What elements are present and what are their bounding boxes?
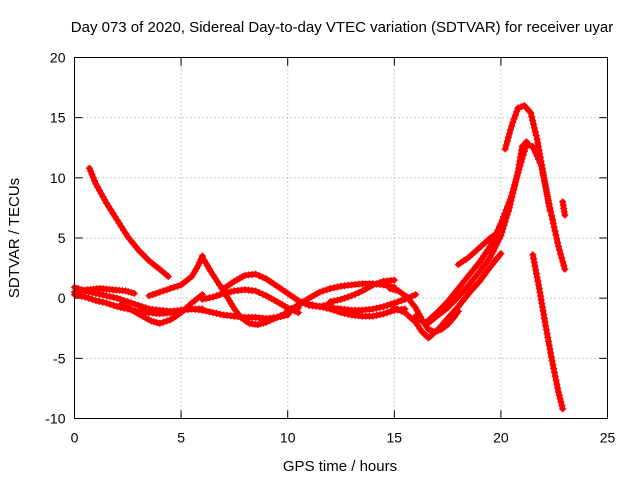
series-arc-5 bbox=[117, 291, 206, 327]
y-tick-label: 15 bbox=[50, 110, 66, 126]
series-arc-19 bbox=[501, 102, 554, 214]
series-arc-6 bbox=[145, 252, 206, 300]
y-tick-label: 0 bbox=[58, 290, 66, 306]
y-tick-label: -10 bbox=[45, 411, 65, 427]
data-series bbox=[71, 102, 569, 413]
x-tick-label: 25 bbox=[600, 430, 616, 446]
y-axis-label: SDTVAR / TECUs bbox=[6, 178, 23, 298]
series-arc-4 bbox=[71, 285, 138, 297]
y-tick-label: -5 bbox=[53, 350, 66, 366]
chart-title: Day 073 of 2020, Sidereal Day-to-day VTE… bbox=[71, 19, 613, 36]
series-arc-7 bbox=[198, 253, 302, 329]
series-markers bbox=[559, 198, 569, 219]
series-arc-18 bbox=[454, 227, 505, 268]
series-arc-20 bbox=[529, 251, 567, 413]
series-markers bbox=[412, 138, 530, 329]
series-arc-12 bbox=[326, 276, 398, 306]
x-tick-label: 20 bbox=[493, 430, 509, 446]
y-tick-label: 5 bbox=[58, 230, 66, 246]
x-tick-label: 15 bbox=[387, 430, 403, 446]
series-line bbox=[199, 254, 302, 328]
series-arc-21 bbox=[559, 198, 569, 219]
series-markers bbox=[454, 227, 505, 268]
series-markers bbox=[326, 276, 398, 306]
plot-frame bbox=[74, 57, 608, 419]
series-arc-11 bbox=[294, 298, 409, 320]
x-tick-label: 0 bbox=[71, 430, 79, 446]
series-arc-15 bbox=[390, 250, 505, 342]
series-arc-1 bbox=[85, 164, 172, 280]
series-markers bbox=[117, 291, 206, 327]
y-tick-label: 10 bbox=[50, 170, 66, 186]
series-markers bbox=[85, 164, 172, 280]
y-tick-label: 20 bbox=[50, 50, 66, 66]
series-markers bbox=[390, 250, 505, 342]
series-markers bbox=[145, 252, 206, 300]
x-tick-label: 10 bbox=[280, 430, 296, 446]
series-line bbox=[86, 165, 172, 280]
series-line bbox=[412, 138, 530, 328]
series-markers bbox=[501, 102, 554, 214]
series-markers bbox=[529, 251, 567, 413]
x-axis-label: GPS time / hours bbox=[283, 458, 397, 475]
series-markers bbox=[284, 280, 398, 314]
x-tick-label: 5 bbox=[177, 430, 185, 446]
series-arc-16 bbox=[412, 138, 530, 329]
series-markers bbox=[198, 253, 302, 329]
axis-ticks: 0 5 10 15 20 25 -10 -5 0 5 10 15 20 bbox=[45, 50, 615, 446]
